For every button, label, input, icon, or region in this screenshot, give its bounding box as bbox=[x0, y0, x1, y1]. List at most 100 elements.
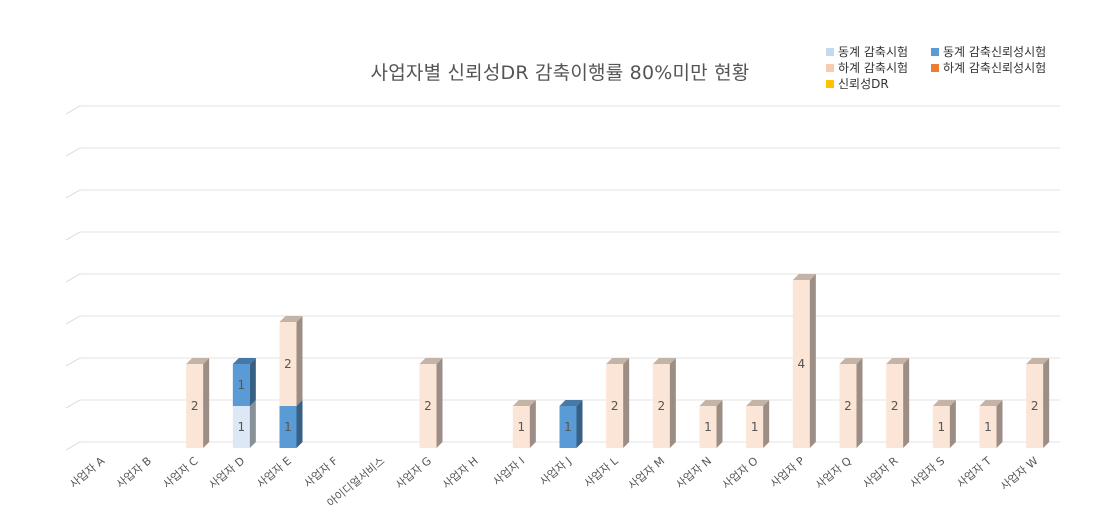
x-tick-label: 사업자 L bbox=[582, 454, 622, 490]
bar-top bbox=[979, 400, 1003, 406]
x-tick-label: 사업자 P bbox=[768, 454, 808, 490]
legend-item: 하계 감축신뢰성시험 bbox=[931, 59, 1046, 76]
bar-side bbox=[529, 400, 536, 448]
legend-item: 동계 감축신뢰성시험 bbox=[931, 43, 1046, 60]
data-label: 1 bbox=[284, 420, 292, 434]
bar bbox=[512, 406, 530, 448]
legend-label: 하계 감축시험 bbox=[838, 61, 909, 75]
legend-label: 신뢰성DR bbox=[838, 77, 889, 91]
bar bbox=[699, 406, 717, 448]
bar-side bbox=[576, 400, 583, 448]
legend-item: 신뢰성DR bbox=[826, 75, 889, 92]
bar-side bbox=[903, 358, 910, 448]
bar-side bbox=[949, 400, 956, 448]
bar bbox=[232, 406, 250, 448]
bar bbox=[232, 364, 250, 406]
gridline-wall bbox=[65, 105, 81, 115]
data-label: 1 bbox=[564, 420, 572, 434]
legend-swatch bbox=[931, 63, 939, 72]
x-tick-label: 사업자 C bbox=[160, 454, 200, 491]
x-tick-label: 사업자 T bbox=[954, 454, 994, 490]
bar bbox=[746, 406, 764, 448]
bar bbox=[279, 406, 297, 448]
data-label: 2 bbox=[611, 399, 619, 413]
bar bbox=[186, 364, 204, 448]
legend-swatch bbox=[931, 47, 939, 56]
x-tick-label: 사업자 H bbox=[440, 454, 481, 491]
gridline-wall bbox=[65, 441, 81, 451]
bar bbox=[839, 364, 857, 448]
bar-top bbox=[839, 358, 863, 364]
bar-side bbox=[1043, 358, 1050, 448]
bar bbox=[559, 406, 577, 448]
bar-top bbox=[1026, 358, 1050, 364]
gridline-wall bbox=[65, 147, 81, 157]
bar-top bbox=[419, 358, 443, 364]
bar-side bbox=[809, 274, 816, 448]
bar-top bbox=[792, 274, 816, 280]
bar-side bbox=[856, 358, 863, 448]
bar-top bbox=[746, 400, 770, 406]
legend-label: 동계 감축신뢰성시험 bbox=[943, 45, 1047, 59]
bar-side bbox=[669, 358, 676, 448]
x-tick-label: 사업자 S bbox=[908, 454, 948, 490]
gridline-wall bbox=[65, 273, 81, 283]
gridline-wall bbox=[65, 399, 81, 409]
bar bbox=[792, 280, 810, 448]
data-label: 1 bbox=[238, 378, 246, 392]
bar-side bbox=[296, 400, 303, 448]
bar-top bbox=[512, 400, 536, 406]
data-label: 1 bbox=[518, 420, 526, 434]
data-label: 1 bbox=[704, 420, 712, 434]
x-tick-label: 사업자 R bbox=[860, 454, 900, 491]
bar bbox=[932, 406, 950, 448]
gridline-wall bbox=[65, 231, 81, 241]
bar-top bbox=[932, 400, 956, 406]
legend-item: 하계 감축시험 bbox=[826, 59, 908, 76]
x-tick-label: 사업자 W bbox=[998, 454, 1041, 493]
legend-swatch bbox=[826, 47, 834, 56]
data-label: 4 bbox=[798, 357, 806, 371]
x-tick-label: 사업자 Q bbox=[813, 454, 854, 492]
bar-top bbox=[559, 400, 583, 406]
bar-top bbox=[232, 358, 256, 364]
data-label: 2 bbox=[424, 399, 432, 413]
bar-side bbox=[623, 358, 630, 448]
bar-side bbox=[249, 400, 256, 448]
bar-top bbox=[606, 358, 630, 364]
bar-top bbox=[186, 358, 210, 364]
bar bbox=[279, 322, 297, 406]
bar-side bbox=[296, 316, 303, 406]
data-label: 1 bbox=[938, 420, 946, 434]
x-tick-label: 사업자 G bbox=[393, 454, 434, 491]
x-tick-label: 사업자 B bbox=[114, 454, 154, 491]
x-tick-label: 사업자 D bbox=[206, 454, 247, 491]
gridline-wall bbox=[65, 315, 81, 325]
gridline-wall bbox=[65, 357, 81, 367]
legend-swatch bbox=[826, 79, 834, 88]
legend-label: 동계 감축시험 bbox=[838, 45, 909, 59]
bar bbox=[886, 364, 904, 448]
bar-side bbox=[436, 358, 443, 448]
bar-top bbox=[652, 358, 676, 364]
x-tick-label: 사업자 F bbox=[301, 454, 340, 490]
data-label: 2 bbox=[284, 357, 292, 371]
bar bbox=[606, 364, 624, 448]
bar-side bbox=[249, 358, 256, 406]
x-tick-label: 사업자 O bbox=[720, 454, 761, 492]
legend-item: 동계 감축시험 bbox=[826, 43, 908, 60]
bar bbox=[652, 364, 670, 448]
bar-side bbox=[716, 400, 723, 448]
bar-top bbox=[886, 358, 910, 364]
bar-side bbox=[763, 400, 770, 448]
bar bbox=[979, 406, 997, 448]
bar-side bbox=[996, 400, 1003, 448]
x-tick-label: 사업자 N bbox=[673, 454, 714, 491]
x-tick-label: 사업자 I bbox=[490, 454, 527, 488]
data-label: 2 bbox=[891, 399, 899, 413]
bar-top bbox=[279, 316, 303, 322]
legend-swatch bbox=[826, 63, 834, 72]
data-label: 2 bbox=[844, 399, 852, 413]
bar bbox=[419, 364, 437, 448]
